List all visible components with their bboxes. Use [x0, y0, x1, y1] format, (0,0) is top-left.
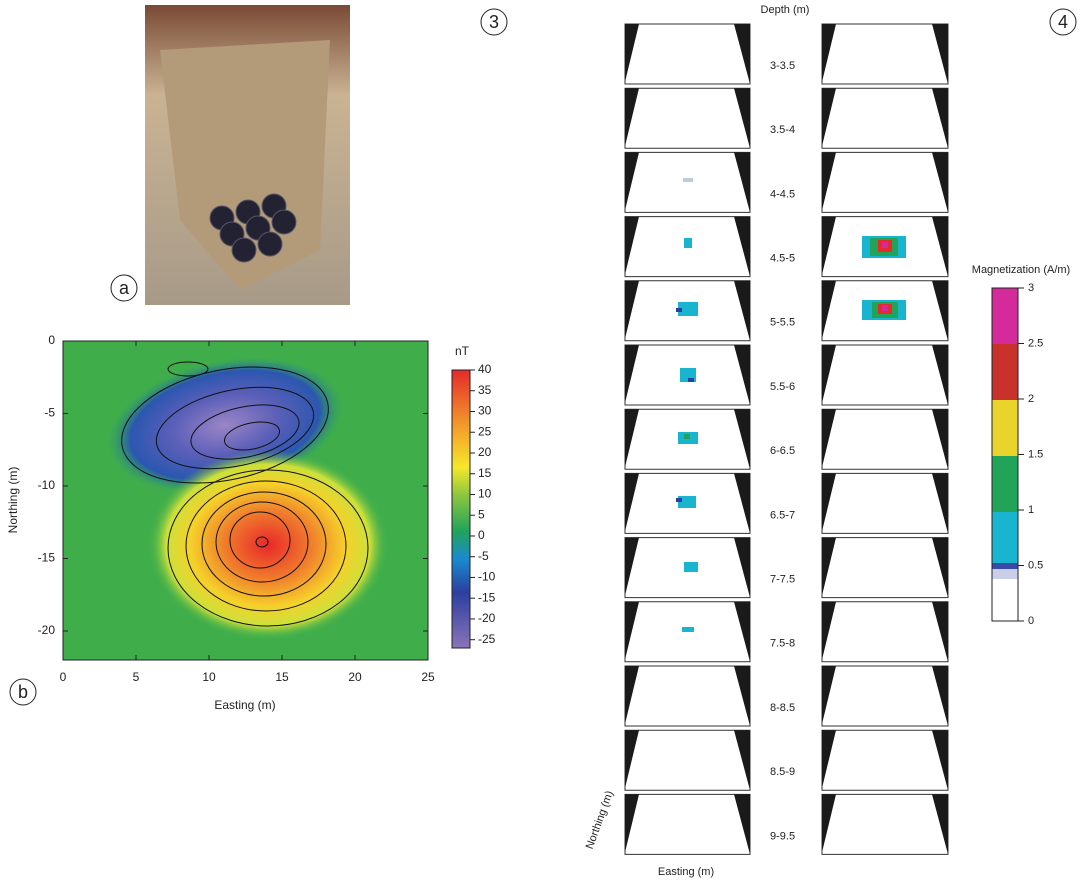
- depth-label: 7-7.5: [770, 574, 795, 586]
- colorbar-tick-label: 20: [478, 445, 492, 459]
- slice: [822, 602, 948, 662]
- y-tick-label: -20: [38, 623, 56, 637]
- colorbar-tick-label: 5: [478, 507, 485, 521]
- colorbar-tick-label: -5: [478, 549, 489, 563]
- colorbar2-tick-label: 0: [1028, 615, 1034, 627]
- colorbar-tick-label: 30: [478, 404, 492, 418]
- slice: [822, 730, 948, 790]
- depth-label: 3.5-4: [770, 124, 795, 136]
- y-tick-label: -5: [44, 406, 55, 420]
- slice: [625, 730, 750, 790]
- slice: [625, 794, 750, 854]
- x-axis-label: Easting (m): [214, 698, 275, 712]
- depth-label: 6-6.5: [770, 445, 795, 457]
- slice: [822, 409, 948, 469]
- slice: [822, 152, 948, 212]
- depth-label: 4-4.5: [770, 188, 795, 200]
- contour-map: [63, 336, 428, 660]
- panel-label: a: [119, 278, 130, 298]
- colorbar2-tick-label: 3: [1028, 282, 1034, 294]
- depth-label: 6.5-7: [770, 509, 795, 521]
- slice: [822, 88, 948, 148]
- depth-label: 7.5-8: [770, 638, 795, 650]
- colorbar-tick-label: -25: [478, 632, 496, 646]
- colorbar-title: nT: [455, 344, 470, 358]
- slice: [625, 24, 750, 84]
- colorbar2: [992, 288, 1018, 621]
- depth-label: 3-3.5: [770, 60, 795, 72]
- depth-label: 5.5-6: [770, 381, 795, 393]
- slices-title: Depth (m): [761, 4, 810, 16]
- depth-label: 4.5-5: [770, 253, 795, 265]
- x-tick-label: 15: [275, 670, 289, 684]
- y-tick-label: -10: [38, 478, 56, 492]
- y-tick-label: -15: [38, 551, 56, 565]
- colorbar-tick-label: -10: [478, 570, 496, 584]
- slice: [822, 345, 948, 405]
- y-tick-label: 0: [48, 333, 55, 347]
- slices-y-label: Northing (m): [584, 789, 616, 851]
- x-tick-label: 25: [421, 670, 435, 684]
- colorbar-tick-label: 0: [478, 528, 485, 542]
- y-axis-label: Northing (m): [6, 467, 20, 534]
- depth-label: 8-8.5: [770, 702, 795, 714]
- colorbar2-tick-label: 2: [1028, 393, 1034, 405]
- colorbar-tick-label: 40: [478, 362, 492, 376]
- colorbar2-tick-label: 2.5: [1028, 337, 1043, 349]
- slice: [822, 538, 948, 598]
- x-tick-label: 10: [202, 670, 216, 684]
- colorbar-tick-label: 35: [478, 383, 492, 397]
- depth-label: 5-5.5: [770, 317, 795, 329]
- slices-x-label: Easting (m): [658, 866, 714, 878]
- depth-label: 9-9.5: [770, 830, 795, 842]
- slice: [822, 794, 948, 854]
- colorbar-tick-label: -15: [478, 590, 496, 604]
- depth-label: 8.5-9: [770, 766, 795, 778]
- colorbar: [452, 370, 470, 648]
- colorbar-tick-label: -20: [478, 611, 496, 625]
- colorbar2-tick-label: 1.5: [1028, 448, 1043, 460]
- figure: a b 3 4 nT Easting (m) Northing (m) Dept…: [0, 0, 1087, 881]
- slice: [822, 666, 948, 726]
- x-tick-label: 0: [60, 670, 67, 684]
- slice: [822, 24, 948, 84]
- slice: [625, 88, 750, 148]
- panel-label: b: [18, 682, 28, 702]
- colorbar2-tick-label: 1: [1028, 504, 1034, 516]
- slice: [822, 473, 948, 533]
- panel-label: 3: [489, 12, 499, 32]
- colorbar-tick-label: 15: [478, 466, 492, 480]
- colorbar2-tick-label: 0.5: [1028, 559, 1043, 571]
- colorbar2-title: Magnetization (A/m): [972, 264, 1070, 276]
- slice: [625, 152, 750, 212]
- colorbar-tick-label: 10: [478, 487, 492, 501]
- x-tick-label: 5: [133, 670, 140, 684]
- slice: [625, 666, 750, 726]
- x-tick-label: 20: [348, 670, 362, 684]
- colorbar-tick-label: 25: [478, 424, 492, 438]
- panel-label: 4: [1058, 12, 1068, 32]
- photo: [145, 5, 350, 305]
